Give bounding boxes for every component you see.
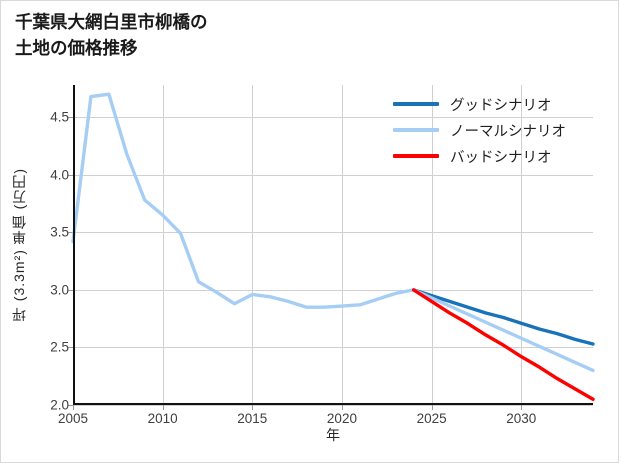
- y-tick-mark: [68, 232, 73, 234]
- gridline-vertical: [252, 85, 254, 405]
- x-tick-label: 2020: [326, 411, 357, 426]
- gridline-horizontal: [73, 405, 593, 406]
- gridline-horizontal: [73, 117, 593, 119]
- legend-label: ノーマルシナリオ: [450, 123, 566, 140]
- series-line: [411, 288, 595, 401]
- page-title: 千葉県大網白里市柳橋の 土地の価格推移: [15, 12, 208, 58]
- gridline-vertical: [162, 85, 164, 405]
- x-axis-title: 年: [326, 427, 340, 443]
- series-lines: [71, 92, 595, 401]
- chart-legend: グッドシナリオ ノーマルシナリオ バッドシナリオ: [393, 91, 566, 169]
- y-tick-mark: [68, 405, 73, 406]
- gridline-horizontal: [73, 289, 593, 291]
- y-tick-label: 3.0: [50, 282, 69, 298]
- y-tick-label: 4.0: [50, 167, 69, 183]
- x-tick-mark: [341, 405, 343, 410]
- plot-area: 2.0 2.5 3.0 3.5 4.0 4.5 2005 2010 2015 2020 2025 2…: [50, 85, 595, 426]
- y-tick-label: 3.5: [50, 224, 69, 240]
- series-line: [71, 92, 416, 309]
- x-tick-mark: [521, 405, 523, 410]
- legend-label: バッドシナリオ: [450, 149, 552, 166]
- x-tick-label: 2005: [57, 411, 89, 426]
- gridline-horizontal: [73, 232, 593, 234]
- x-tick-mark: [73, 405, 74, 410]
- x-tick-label: 2025: [416, 411, 447, 426]
- y-tick-mark: [68, 347, 73, 349]
- legend-label: グッドシナリオ: [450, 97, 552, 114]
- x-tick-mark: [162, 405, 164, 410]
- x-tick-mark: [252, 405, 254, 410]
- y-tick-mark: [68, 289, 73, 291]
- y-tick-label: 2.5: [50, 339, 69, 355]
- y-tick-label: 2.0: [50, 397, 69, 413]
- y-axis-title: 坪 (3.3m²) 単価 (万円): [7, 85, 31, 405]
- series-line: [411, 288, 595, 346]
- gridline-horizontal: [73, 347, 593, 349]
- x-tick-label: 2030: [506, 411, 537, 426]
- gridline-vertical: [521, 85, 523, 405]
- legend-item[interactable]: ノーマルシナリオ: [393, 117, 566, 143]
- x-tick-label: 2015: [237, 411, 268, 426]
- legend-swatch-icon: [393, 153, 439, 159]
- y-tick-label: 4.5: [50, 109, 69, 125]
- legend-item[interactable]: グッドシナリオ: [393, 91, 566, 117]
- legend-swatch-icon: [393, 101, 439, 107]
- gridline-vertical: [341, 85, 343, 405]
- x-tick-mark: [431, 405, 433, 410]
- x-tick-label: 2010: [147, 411, 178, 426]
- y-tick-mark: [68, 174, 73, 176]
- gridline-horizontal: [73, 174, 593, 176]
- y-axis-title-text: 坪 (3.3m²) 単価 (万円): [11, 168, 27, 322]
- gridline-vertical: [431, 85, 433, 405]
- legend-item[interactable]: バッドシナリオ: [393, 143, 566, 169]
- y-tick-mark: [68, 117, 73, 119]
- series-line: [411, 288, 595, 373]
- legend-swatch-icon: [393, 127, 439, 133]
